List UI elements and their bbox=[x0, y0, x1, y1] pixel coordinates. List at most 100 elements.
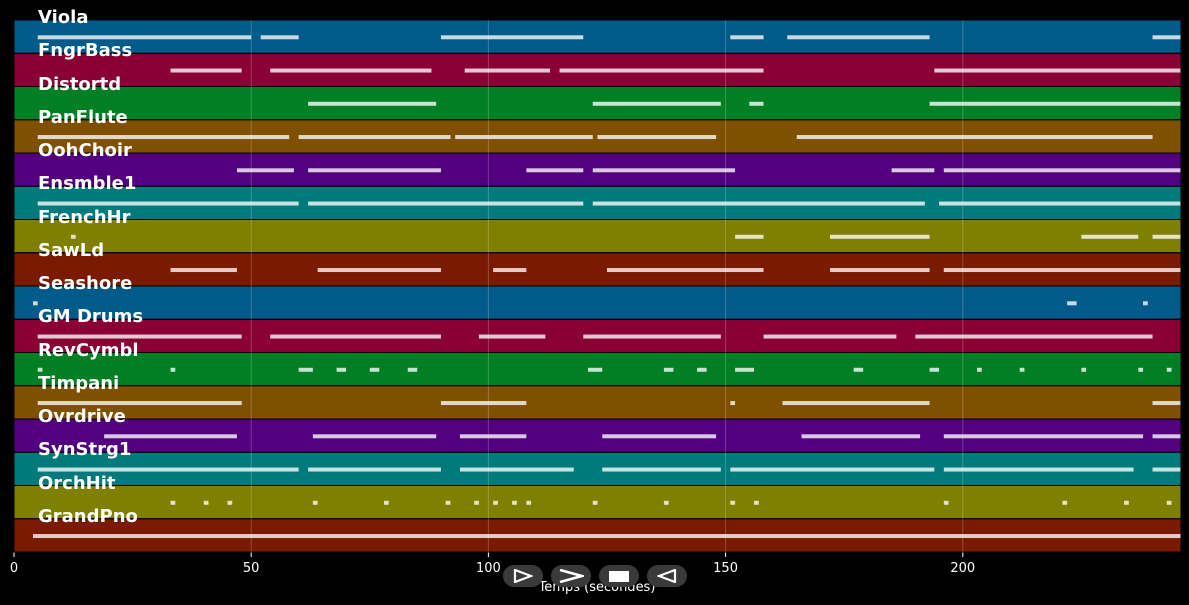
note-segment bbox=[939, 201, 1181, 206]
note-segment bbox=[104, 434, 237, 439]
note-segment bbox=[37, 35, 252, 40]
stop-button[interactable] bbox=[599, 565, 639, 587]
note-segment bbox=[763, 334, 897, 339]
note-segment bbox=[829, 268, 930, 273]
play-icon bbox=[513, 569, 533, 583]
x-tick-label: 150 bbox=[713, 561, 738, 576]
note-segment bbox=[602, 434, 717, 439]
x-tick-label: 0 bbox=[9, 561, 19, 576]
note-segment bbox=[606, 268, 764, 273]
note-segment bbox=[782, 401, 930, 406]
rewind-button[interactable] bbox=[647, 565, 687, 587]
note-segment bbox=[493, 500, 498, 505]
note-segment bbox=[829, 234, 930, 239]
note-segment bbox=[260, 35, 299, 40]
note-segment bbox=[37, 401, 242, 406]
note-segment bbox=[1166, 367, 1172, 372]
note-segment bbox=[749, 101, 764, 106]
note-segment bbox=[929, 101, 1181, 106]
note-segment bbox=[440, 35, 584, 40]
note-segment bbox=[170, 268, 237, 273]
note-segment bbox=[943, 168, 1181, 173]
track-label: PanFlute bbox=[38, 106, 128, 128]
note-segment bbox=[730, 500, 736, 505]
track-label: Ovrdrive bbox=[38, 406, 126, 427]
note-segment bbox=[559, 68, 764, 73]
note-segment bbox=[464, 68, 551, 73]
note-segment bbox=[1124, 500, 1129, 505]
forward-icon bbox=[559, 569, 584, 583]
track-label: Ensmble1 bbox=[38, 173, 137, 195]
note-segment bbox=[474, 500, 479, 505]
note-segment bbox=[787, 35, 930, 40]
note-segment bbox=[445, 500, 451, 505]
x-tick-label: 50 bbox=[242, 561, 260, 576]
note-segment bbox=[602, 467, 721, 472]
note-segment bbox=[915, 334, 1153, 339]
note-segment bbox=[943, 500, 949, 505]
play-button[interactable] bbox=[503, 565, 543, 587]
note-segment bbox=[308, 168, 441, 173]
note-segment bbox=[697, 367, 707, 372]
plot-frame bbox=[13, 19, 1182, 553]
note-segment bbox=[730, 35, 764, 40]
note-segment bbox=[37, 201, 299, 206]
note-segment bbox=[298, 135, 451, 140]
note-segment bbox=[796, 135, 1153, 140]
note-segment bbox=[663, 367, 674, 372]
note-segment bbox=[493, 268, 527, 273]
note-segment bbox=[203, 500, 209, 505]
note-segment bbox=[459, 467, 574, 472]
note-segment bbox=[583, 334, 721, 339]
note-segment bbox=[1152, 35, 1181, 40]
note-segment bbox=[478, 334, 546, 339]
note-segment bbox=[32, 301, 38, 306]
track-label: SynStrg1 bbox=[38, 439, 132, 461]
note-segment bbox=[270, 334, 441, 339]
track-label: RevCymbl bbox=[38, 339, 139, 361]
note-segment bbox=[1062, 500, 1068, 505]
track-band bbox=[14, 220, 1181, 253]
note-segment bbox=[298, 367, 313, 372]
stop-icon bbox=[609, 571, 629, 582]
note-segment bbox=[317, 268, 441, 273]
note-segment bbox=[592, 168, 736, 173]
note-segment bbox=[312, 500, 318, 505]
note-segment bbox=[170, 500, 176, 505]
note-segment bbox=[384, 500, 389, 505]
note-segment bbox=[336, 367, 347, 372]
note-segment bbox=[308, 201, 441, 206]
note-segment bbox=[308, 101, 437, 106]
track-label: Seashore bbox=[38, 273, 133, 294]
track-label: GrandPno bbox=[38, 505, 138, 527]
note-segment bbox=[440, 401, 527, 406]
fast-forward-button[interactable] bbox=[551, 565, 591, 587]
note-segment bbox=[1081, 367, 1087, 372]
note-segment bbox=[1019, 367, 1025, 372]
note-segment bbox=[943, 434, 1144, 439]
note-segment bbox=[308, 467, 441, 472]
note-segment bbox=[735, 367, 755, 372]
note-segment bbox=[891, 168, 935, 173]
track-label: SawLd bbox=[38, 239, 105, 261]
note-segment bbox=[977, 367, 982, 372]
track-label: Distortd bbox=[38, 73, 122, 95]
track-label: OohChoir bbox=[38, 140, 132, 161]
note-segment bbox=[929, 367, 940, 372]
note-segment bbox=[1152, 401, 1181, 406]
note-segment bbox=[592, 101, 721, 106]
track-label: FrenchHr bbox=[38, 206, 131, 228]
note-segment bbox=[1081, 234, 1139, 239]
x-tick-label: 200 bbox=[950, 561, 976, 576]
note-segment bbox=[1067, 301, 1077, 306]
note-segment bbox=[943, 268, 1181, 273]
note-segment bbox=[227, 500, 233, 505]
note-segment bbox=[70, 234, 76, 239]
note-segment bbox=[312, 434, 437, 439]
note-segment bbox=[754, 500, 759, 505]
note-segment bbox=[37, 334, 242, 339]
note-segment bbox=[526, 500, 532, 505]
note-segment bbox=[597, 135, 717, 140]
note-segment bbox=[236, 168, 294, 173]
note-segment bbox=[943, 467, 1134, 472]
